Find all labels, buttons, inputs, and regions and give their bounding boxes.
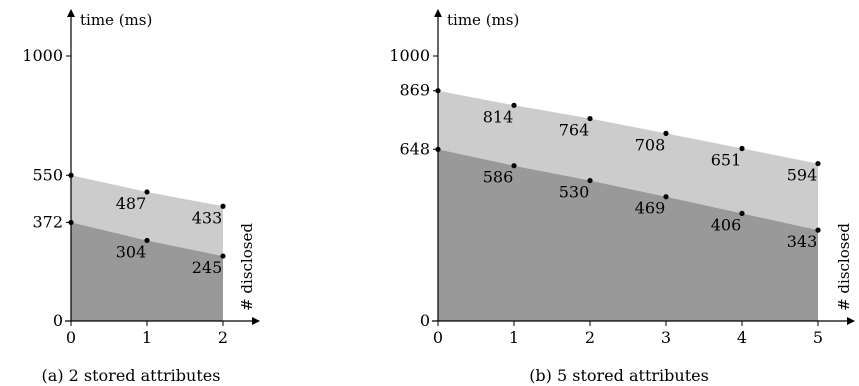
data-label-upper: 433 — [192, 208, 223, 227]
x-tick-label: 1 — [142, 328, 152, 347]
y-tick-label: 372 — [32, 212, 63, 231]
x-axis-title: # disclosed — [835, 223, 853, 311]
chart-panel-b: 0 648 869 1000 0 1 2 3 4 5 586 530 469 406 343 814 764 70… — [389, 9, 855, 385]
data-label-lower: 406 — [711, 215, 742, 234]
x-tick-label: 4 — [737, 328, 747, 347]
area-lower-band — [438, 149, 818, 321]
area-lower-band — [71, 222, 223, 321]
data-point-lower — [739, 210, 745, 217]
data-point-upper — [739, 145, 745, 152]
data-label-lower: 530 — [559, 183, 590, 202]
area-upper-band — [71, 175, 223, 257]
y-tick-label: 869 — [399, 81, 430, 100]
x-axis-title: # disclosed — [238, 223, 256, 311]
data-point-lower — [587, 177, 593, 184]
y-tick-label: 0 — [53, 311, 63, 330]
data-point-upper — [663, 130, 669, 136]
y-tick-label: 550 — [32, 165, 63, 184]
data-label-upper: 814 — [483, 107, 514, 126]
x-tick-label: 5 — [813, 328, 823, 347]
data-label-lower: 343 — [787, 232, 818, 251]
x-tick-label: 2 — [585, 328, 595, 347]
data-point-lower — [663, 194, 669, 200]
data-label-upper: 651 — [711, 150, 742, 169]
data-point-upper — [144, 189, 150, 195]
data-point-lower — [435, 146, 441, 152]
data-label-upper: 764 — [559, 121, 590, 140]
area-upper-band — [438, 90, 818, 231]
chart-panel-a: 0 372 550 1000 0 1 2 304 245 487 433 time (ms) # dis… — [22, 9, 260, 385]
x-tick-label: 2 — [218, 328, 228, 347]
data-point-upper — [587, 115, 593, 122]
chart-caption: (b) 5 stored attributes — [529, 366, 709, 385]
x-tick-label: 3 — [661, 328, 671, 347]
data-point-upper — [220, 203, 226, 209]
y-tick-label: 1000 — [389, 46, 430, 65]
data-label-lower: 469 — [635, 199, 666, 218]
x-tick-label: 0 — [433, 328, 443, 347]
data-point-upper — [815, 160, 821, 167]
data-label-upper: 594 — [787, 166, 818, 185]
x-tick-label: 0 — [66, 328, 76, 347]
y-axis-title: time (ms) — [80, 11, 152, 29]
chart-caption: (a) 2 stored attributes — [42, 366, 221, 385]
data-point-lower — [144, 237, 150, 244]
data-label-upper: 487 — [116, 194, 147, 213]
y-tick-label: 648 — [399, 139, 430, 158]
data-label-upper: 708 — [635, 135, 666, 154]
x-tick-label: 1 — [509, 328, 519, 347]
data-point-lower — [220, 253, 226, 259]
data-point-upper — [435, 88, 441, 94]
data-point-upper — [68, 172, 74, 178]
data-label-lower: 586 — [483, 168, 514, 187]
data-point-upper — [511, 102, 517, 108]
data-point-lower — [815, 227, 821, 233]
data-point-lower — [511, 163, 517, 169]
y-axis-title: time (ms) — [447, 11, 519, 29]
data-label-lower: 304 — [116, 242, 147, 261]
y-tick-label: 1000 — [22, 46, 63, 65]
data-point-lower — [68, 219, 74, 226]
y-tick-label: 0 — [420, 311, 430, 330]
data-label-lower: 245 — [192, 258, 223, 277]
